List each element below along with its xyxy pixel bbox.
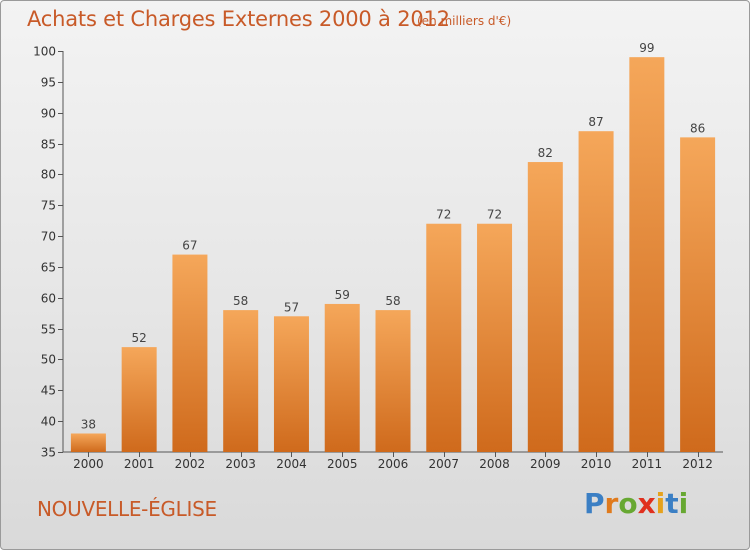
logo-letter: i	[678, 487, 689, 520]
y-tick-label: 45	[41, 384, 56, 398]
y-tick-label: 90	[41, 107, 56, 121]
y-tick-label: 100	[33, 45, 56, 59]
x-tick-label: 2012	[682, 457, 713, 471]
bar	[223, 310, 259, 452]
data-label: 82	[538, 146, 553, 160]
y-tick-label: 95	[41, 76, 56, 90]
logo-letter: o	[618, 487, 638, 520]
data-label: 58	[233, 294, 248, 308]
data-label: 67	[182, 239, 197, 253]
y-tick-label: 40	[41, 415, 56, 429]
logo-letter: t	[665, 487, 679, 520]
data-label: 87	[588, 115, 603, 129]
x-tick-label: 2008	[479, 457, 510, 471]
x-tick-label: 2011	[632, 457, 663, 471]
bar	[629, 57, 665, 453]
data-label: 86	[690, 121, 705, 135]
y-tick-label: 60	[41, 292, 56, 306]
proxiti-logo: Proxiti	[584, 487, 688, 520]
axes: 35 40 45 50 55 60 65 70 75 80 85 90 95 100	[33, 45, 723, 460]
labels: 2000 38 2001 52 2002 67 2003 58 2004 57 2005 59 2006…	[73, 41, 713, 471]
x-tick-label: 2010	[581, 457, 612, 471]
x-tick-label: 2009	[530, 457, 561, 471]
x-tick-label: 2004	[276, 457, 307, 471]
data-label: 72	[487, 208, 502, 222]
logo-letter: P	[584, 487, 605, 520]
x-tick-label: 2001	[124, 457, 155, 471]
logo-letter: x	[637, 487, 656, 520]
data-label: 57	[284, 300, 299, 314]
chart-title: Achats et Charges Externes 2000 à 2012	[27, 7, 450, 31]
logo-letter: r	[604, 487, 619, 520]
data-label: 58	[385, 294, 400, 308]
data-label: 72	[436, 208, 451, 222]
bar	[375, 310, 411, 452]
bar	[172, 254, 208, 452]
bar	[273, 316, 309, 452]
data-label: 59	[335, 288, 350, 302]
y-tick-label: 65	[41, 261, 56, 275]
bar	[680, 137, 716, 452]
x-tick-label: 2006	[378, 457, 409, 471]
data-label: 38	[81, 417, 96, 431]
data-label: 52	[132, 331, 147, 345]
bar	[426, 223, 462, 452]
bar	[578, 131, 614, 452]
x-tick-label: 2000	[73, 457, 104, 471]
town-name: NOUVELLE-ÉGLISE	[37, 497, 217, 521]
x-tick-label: 2002	[175, 457, 206, 471]
y-tick-label: 75	[41, 199, 56, 213]
y-tick-label: 85	[41, 138, 56, 152]
y-tick-label: 70	[41, 230, 56, 244]
bar	[70, 433, 106, 452]
bar	[121, 347, 157, 452]
bar	[477, 223, 513, 452]
x-tick-label: 2005	[327, 457, 358, 471]
y-tick-label: 50	[41, 353, 56, 367]
bar	[324, 303, 360, 452]
bar	[527, 162, 563, 453]
y-tick-label: 55	[41, 323, 56, 337]
chart-unit: (en milliers d'€)	[417, 14, 512, 28]
x-tick-label: 2007	[428, 457, 459, 471]
y-tick-label: 80	[41, 168, 56, 182]
y-tick-label: 35	[41, 446, 56, 460]
logo-letter: i	[655, 487, 666, 520]
bars	[70, 57, 716, 453]
x-tick-label: 2003	[225, 457, 256, 471]
data-label: 99	[639, 41, 654, 55]
